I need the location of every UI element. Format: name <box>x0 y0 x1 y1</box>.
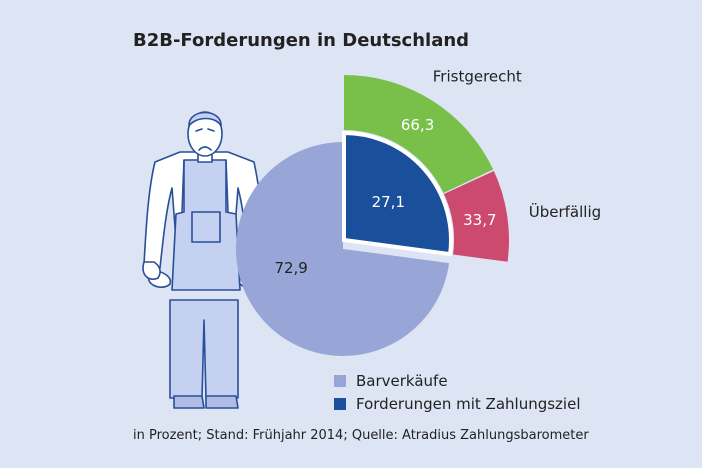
legend-label-barverkaeufe: Barverkäufe <box>356 372 448 390</box>
value-label-forderungen: 27,1 <box>372 193 405 211</box>
category-label-ueberfaellig: Überfällig <box>529 202 601 221</box>
value-label-fristgerecht: 66,3 <box>401 116 434 134</box>
source-note: in Prozent; Stand: Frühjahr 2014; Quelle… <box>133 428 589 443</box>
ring-slice-ueberfaellig <box>443 171 509 262</box>
value-label-barverkaeufe: 72,9 <box>274 259 307 277</box>
pie-layer <box>236 75 509 357</box>
pie-slice-barverkaeufe <box>236 142 450 357</box>
ring-slice-fristgerecht <box>344 75 494 193</box>
legend-swatch-forderungen <box>334 398 346 410</box>
label-layer: 66,3 Fristgerecht 33,7 Überfällig 27,1 72,9 <box>274 67 601 277</box>
pie-slice-forderungen <box>342 130 453 257</box>
legend-label-forderungen: Forderungen mit Zahlungsziel <box>356 395 581 413</box>
legend-item-barverkaeufe: Barverkäufe <box>334 372 448 390</box>
value-label-ueberfaellig: 33,7 <box>463 211 496 229</box>
chart-title: B2B-Forderungen in Deutschland <box>133 30 470 51</box>
legend-item-forderungen: Forderungen mit Zahlungsziel <box>334 395 581 413</box>
legend-swatch-barverkaeufe <box>334 375 346 387</box>
category-label-fristgerecht: Fristgerecht <box>433 67 522 85</box>
